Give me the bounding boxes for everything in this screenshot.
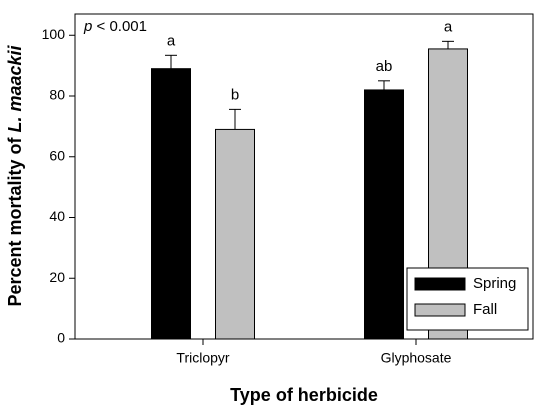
significance-letter: a xyxy=(167,32,176,49)
annotation: p < 0.001 xyxy=(83,18,147,35)
y-tick-label: 0 xyxy=(57,330,65,346)
y-tick-label: 20 xyxy=(49,269,65,285)
y-axis-label-italic: L. maackii xyxy=(5,44,25,132)
bar xyxy=(215,128,255,340)
bar xyxy=(364,89,404,340)
bar xyxy=(151,68,191,340)
y-tick-label: 40 xyxy=(49,208,65,224)
legend-swatch xyxy=(414,303,466,317)
y-tick-label: 60 xyxy=(49,147,65,163)
y-axis-label-text: Percent mortality of xyxy=(5,137,25,307)
y-tick-label: 100 xyxy=(42,26,66,42)
x-tick-label: Glyphosate xyxy=(381,350,452,366)
significance-letter: b xyxy=(231,86,239,103)
x-axis-label: Type of herbicide xyxy=(230,385,378,405)
annotation-italic: p xyxy=(83,18,92,35)
significance-letter: a xyxy=(444,18,453,35)
legend-swatch xyxy=(414,277,466,291)
annotation-text: < 0.001 xyxy=(97,18,147,35)
plot-frame xyxy=(74,13,534,340)
y-tick-label: 80 xyxy=(49,87,65,103)
y-axis-label: Percent mortality of L. maackii xyxy=(5,44,25,306)
x-tick-label: Triclopyr xyxy=(176,350,229,366)
legend-label: Fall xyxy=(473,301,497,318)
legend-label: Spring xyxy=(473,275,516,292)
significance-letter: ab xyxy=(376,58,393,75)
